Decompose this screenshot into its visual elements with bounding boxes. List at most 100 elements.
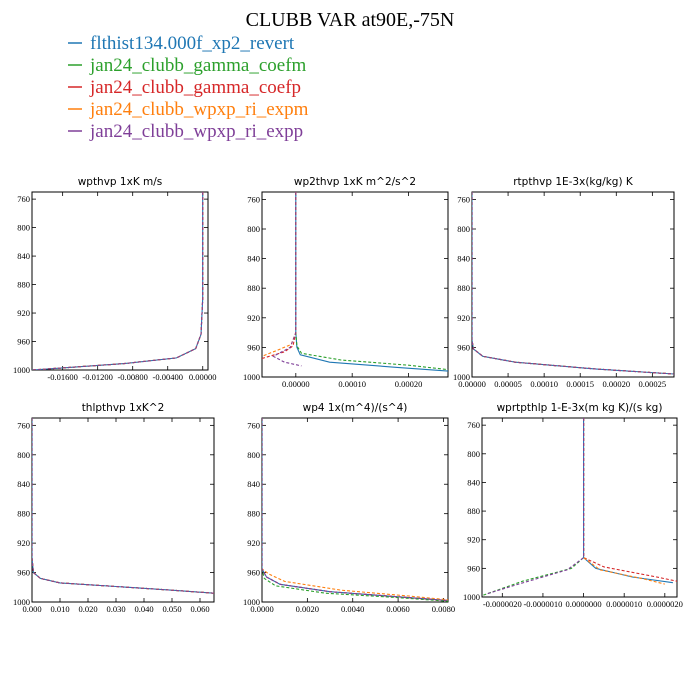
plot-frame — [31, 191, 209, 371]
y-tick-label: 960 — [17, 337, 30, 347]
y-tick-label: 800 — [247, 450, 260, 460]
x-tick-label: 0.040 — [134, 604, 153, 614]
series-line — [262, 418, 448, 602]
x-tick-label: -0.01600 — [47, 372, 77, 382]
x-tick-label: 0.060 — [190, 604, 209, 614]
x-tick-label: 0.030 — [106, 604, 125, 614]
series-line — [583, 418, 665, 585]
series-line — [272, 192, 302, 367]
x-tick-label: -0.00800 — [117, 372, 147, 382]
x-tick-label: 0.020 — [78, 604, 97, 614]
x-tick-label: 0.0060 — [386, 604, 409, 614]
x-tick-label: -0.00400 — [152, 372, 182, 382]
y-tick-label: 840 — [17, 479, 30, 489]
y-tick-label: 760 — [17, 420, 30, 430]
panel-title: rtpthvp 1E-3x(kg/kg) K — [513, 176, 634, 188]
y-tick-label: 1000 — [13, 365, 30, 375]
panel-title: wpthvp 1xK m/s — [78, 176, 163, 188]
y-tick-label: 1000 — [13, 597, 30, 607]
y-tick-label: 1000 — [463, 592, 480, 602]
x-tick-label: 0.0020 — [296, 604, 319, 614]
y-tick-label: 920 — [247, 313, 260, 323]
x-tick-label: 0.00015 — [566, 379, 594, 389]
series-line — [32, 192, 204, 370]
series-line — [295, 192, 448, 371]
series-line — [472, 192, 674, 375]
x-tick-label: -0.0000010 — [523, 599, 562, 609]
y-tick-label: 840 — [467, 477, 480, 487]
y-tick-label: 880 — [17, 509, 30, 519]
y-tick-label: 880 — [17, 280, 30, 290]
plot-frame — [261, 191, 449, 378]
y-tick-label: 840 — [17, 251, 30, 261]
chart-panel: wprtpthlp 1-E-3x(m kg K)/(s kg) 760 800 840… — [463, 402, 683, 609]
series-line — [32, 192, 204, 370]
x-tick-label: 0.00000 — [458, 379, 486, 389]
x-tick-label: -0.01200 — [82, 372, 112, 382]
y-tick-label: 880 — [467, 506, 480, 516]
y-tick-label: 760 — [467, 420, 480, 430]
y-tick-label: 800 — [17, 450, 30, 460]
series-line — [32, 192, 204, 370]
series-line — [485, 418, 585, 595]
y-tick-label: 760 — [457, 194, 470, 204]
y-tick-label: 840 — [247, 254, 260, 264]
y-tick-label: 760 — [247, 420, 260, 430]
y-tick-label: 840 — [457, 254, 470, 264]
y-tick-label: 800 — [17, 223, 30, 233]
y-tick-label: 800 — [467, 449, 480, 459]
y-tick-label: 1000 — [243, 597, 260, 607]
figure-title: CLUBB VAR at90E,-75N — [246, 9, 455, 31]
series-line — [262, 418, 448, 602]
legend-entry: jan24_clubb_wpxp_ri_expp — [89, 121, 303, 142]
series-line — [262, 192, 297, 357]
series-line — [583, 418, 677, 582]
y-tick-label: 880 — [247, 509, 260, 519]
x-tick-label: 0.00000 — [189, 372, 217, 382]
y-tick-label: 840 — [247, 479, 260, 489]
y-tick-label: 800 — [247, 224, 260, 234]
y-tick-label: 960 — [17, 568, 30, 578]
y-tick-label: 1000 — [453, 372, 470, 382]
x-tick-label: -0.0000020 — [483, 599, 522, 609]
series-line — [472, 192, 674, 375]
y-tick-label: 880 — [457, 283, 470, 293]
y-tick-label: 920 — [457, 313, 470, 323]
y-tick-label: 760 — [17, 194, 30, 204]
x-tick-label: 0.00020 — [602, 379, 630, 389]
series-line — [32, 418, 214, 594]
y-tick-label: 880 — [247, 283, 260, 293]
legend-entry: jan24_clubb_gamma_coefm — [89, 55, 307, 76]
plot-frame — [261, 417, 449, 603]
x-tick-label: 0.050 — [162, 604, 181, 614]
x-tick-label: 0.00020 — [395, 379, 423, 389]
series-line — [32, 418, 214, 594]
x-tick-label: 0.00010 — [530, 379, 558, 389]
x-tick-label: 0.00000 — [282, 379, 310, 389]
chart-panel: wp2thvp 1xK m^2/s^2 760 800 840 880 920 960 100… — [243, 176, 449, 389]
series-line — [32, 418, 214, 594]
y-tick-label: 760 — [247, 194, 260, 204]
y-tick-label: 800 — [457, 224, 470, 234]
chart-panel: thlpthvp 1xK^2 760 800 840 880 920 960 10000.00… — [13, 402, 215, 614]
series-line — [32, 418, 214, 594]
legend-entry: flthist134.000f_xp2_revert — [90, 33, 295, 54]
series-line — [482, 418, 585, 597]
x-tick-label: 0.0080 — [432, 604, 455, 614]
legend-entry: jan24_clubb_gamma_coefp — [89, 77, 301, 98]
x-tick-label: 0.010 — [50, 604, 69, 614]
plot-frame — [481, 417, 678, 598]
panel-title: thlpthvp 1xK^2 — [82, 402, 165, 414]
panels: wpthvp 1xK m/s7608008408809209601000-0.0… — [13, 176, 683, 614]
x-tick-label: 0.0000010 — [606, 599, 642, 609]
x-tick-label: 0.0000 — [250, 604, 273, 614]
series-line — [262, 418, 448, 602]
series-line — [262, 418, 448, 602]
plot-frame — [471, 191, 675, 378]
x-tick-label: 0.00010 — [338, 379, 366, 389]
y-tick-label: 920 — [247, 538, 260, 548]
chart-panel: wp4 1x(m^4)/(s^4)76080084088092096010000… — [243, 402, 455, 614]
y-tick-label: 1000 — [243, 372, 260, 382]
x-tick-label: 0.0000000 — [566, 599, 602, 609]
